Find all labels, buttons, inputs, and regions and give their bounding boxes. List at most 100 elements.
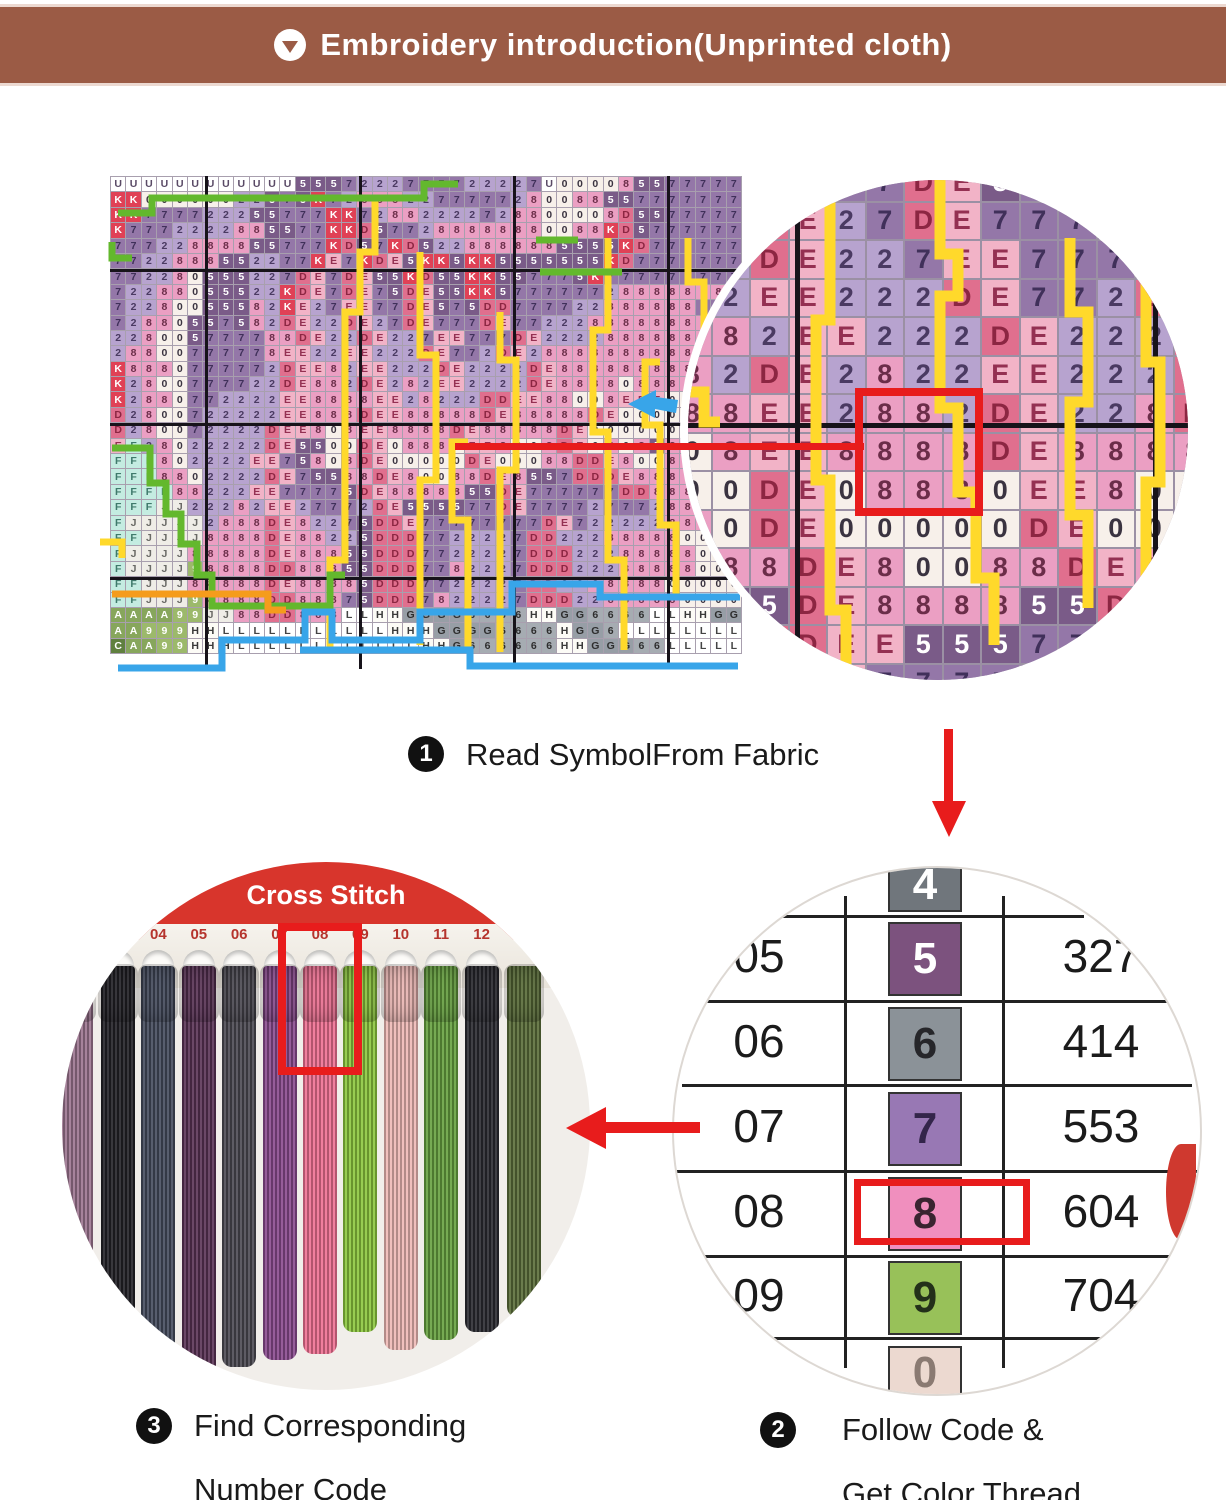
symbol-cell: 7	[126, 223, 141, 238]
symbol-cell: 8	[464, 238, 480, 253]
symbol-cell: F	[111, 500, 126, 515]
symbol-cell: 6	[526, 623, 541, 638]
symbol-cell: 8	[403, 438, 418, 454]
symbol-cell: D	[264, 592, 280, 607]
symbol-cell: 7	[418, 177, 434, 192]
symbol-cell: 7	[541, 284, 557, 300]
symbol-cell: 5	[234, 269, 249, 284]
symbol-cell: 0	[388, 438, 403, 454]
symbol-cell: 2	[264, 377, 280, 392]
symbol-cell: 2	[480, 361, 495, 377]
symbol-cell: D	[526, 561, 541, 577]
symbol-cell: 7	[388, 300, 403, 315]
symbol-cell: 2	[388, 177, 403, 192]
symbol-cell: 8	[495, 238, 511, 253]
symbol-cell: F	[126, 530, 141, 546]
symbol-cell: 0	[1097, 510, 1134, 547]
symbol-cell: A	[126, 638, 141, 654]
symbol-cell: D	[403, 530, 418, 546]
symbol-cell: 8	[249, 515, 264, 530]
symbol-cell: E	[388, 469, 403, 484]
symbol-cell: J	[218, 607, 234, 623]
symbol-cell: 8	[311, 546, 326, 561]
symbol-cell: K	[341, 223, 357, 238]
symbol-cell: 0	[588, 207, 603, 223]
symbol-cell: 2	[480, 346, 495, 361]
symbol-cell: D	[982, 433, 1019, 470]
symbol-cell: 2	[341, 192, 357, 207]
symbol-cell: 2	[126, 300, 141, 315]
symbol-cell: 2	[464, 561, 480, 577]
symbol-cell: 2	[218, 207, 234, 223]
symbol-cell: 2	[126, 315, 141, 330]
symbol-cell: 5	[280, 223, 295, 238]
symbol-cell: 5	[588, 238, 603, 253]
symbol-cell: 5	[295, 438, 311, 454]
symbol-cell: 0	[157, 407, 172, 423]
symbol-cell: 8	[295, 607, 311, 623]
red-left-arrow-head	[566, 1107, 606, 1149]
symbol-cell: 8	[603, 300, 618, 315]
symbol-cell: 7	[1020, 279, 1057, 316]
symbol-cell: 7	[943, 664, 980, 680]
symbol-cell: 7	[418, 546, 434, 561]
symbol-cell: F	[141, 469, 157, 484]
symbol-cell: 7	[572, 484, 588, 500]
symbol-cell: 8	[572, 192, 588, 207]
symbol-cell: J	[141, 530, 157, 546]
symbol-cell: D	[280, 592, 295, 607]
symbol-cell: E	[388, 253, 403, 269]
symbol-cell: 7	[1174, 180, 1188, 201]
symbol-cell: 2	[264, 315, 280, 330]
symbol-cell: 5	[372, 223, 388, 238]
symbol-cell: 8	[418, 438, 434, 454]
symbol-cell: 8	[649, 469, 665, 484]
symbol-cell: K	[280, 300, 295, 315]
symbol-cell: 2	[264, 269, 280, 284]
symbol-cell: U	[172, 177, 187, 192]
symbol-cell: 8	[264, 346, 280, 361]
symbol-cell: 5	[388, 284, 403, 300]
symbol-cell: 8	[218, 238, 234, 253]
symbol-cell: 0	[418, 469, 434, 484]
symbol-cell: 5	[264, 238, 280, 253]
symbol-cell: D	[403, 315, 418, 330]
symbol-cell: 8	[618, 177, 634, 192]
symbol-cell: 7	[311, 238, 326, 253]
symbol-cell: 2	[526, 346, 541, 361]
symbol-cell: 8	[295, 546, 311, 561]
symbol-cell: 8	[603, 207, 618, 223]
symbol-cell: 8	[326, 592, 341, 607]
symbol-cell: D	[372, 469, 388, 484]
symbol-cell: 0	[157, 192, 172, 207]
symbol-cell: 2	[828, 279, 865, 316]
symbol-cell: E	[341, 300, 357, 315]
symbol-cell: D	[280, 607, 295, 623]
symbol-cell: 8	[218, 546, 234, 561]
symbol-cell: F	[111, 469, 126, 484]
symbol-cell: E	[603, 407, 618, 423]
symbol-cell: 0	[449, 454, 464, 469]
symbol-cell: 8	[434, 407, 449, 423]
symbol-cell: G	[572, 623, 588, 638]
symbol-cell: L	[280, 623, 295, 638]
symbol-cell: J	[172, 530, 187, 546]
symbol-cell: 0	[157, 423, 172, 438]
symbol-cell: 0	[618, 377, 634, 392]
symbol-cell: D	[495, 346, 511, 361]
symbol-cell: 7	[495, 515, 511, 530]
symbol-cell: 7	[418, 330, 434, 346]
symbol-cell: E	[1020, 318, 1057, 355]
symbol-cell: 2	[311, 515, 326, 530]
symbol-cell: 7	[218, 361, 234, 377]
symbol-cell: F	[141, 454, 157, 469]
symbol-cell: D	[541, 546, 557, 561]
symbol-cell: 5	[572, 253, 588, 269]
symbol-cell: 0	[557, 177, 572, 192]
symbol-cell: 8	[311, 423, 326, 438]
symbol-cell: 2	[603, 284, 618, 300]
symbol-cell: 5	[341, 484, 357, 500]
symbol-cell: 7	[418, 515, 434, 530]
symbol-cell: 8	[141, 315, 157, 330]
symbol-cell: L	[341, 638, 357, 654]
